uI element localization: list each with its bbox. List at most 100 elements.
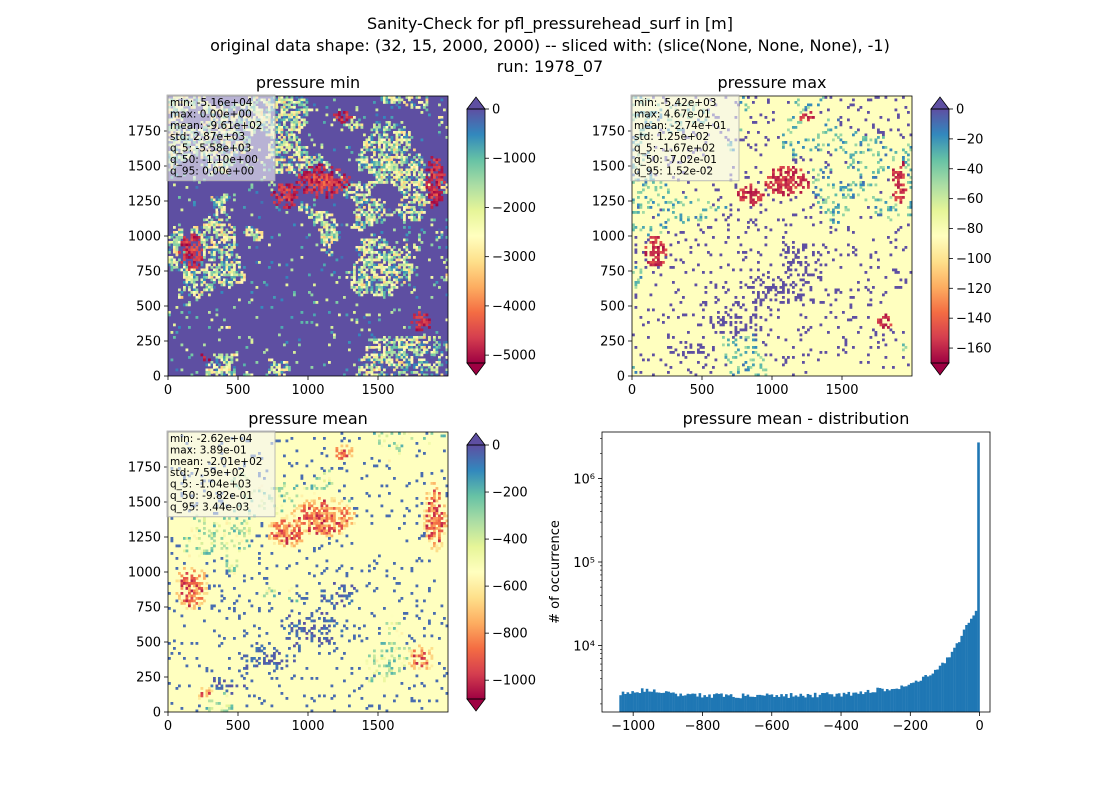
heatmap-cell [360, 126, 364, 129]
heatmap-cell [363, 116, 366, 119]
heatmap-cell [400, 153, 404, 157]
heatmap-cell [789, 168, 793, 172]
heatmap-cell [233, 271, 236, 274]
heatmap-cell [310, 211, 314, 214]
heatmap-cell [400, 251, 404, 254]
heatmap-cell [218, 276, 221, 279]
heatmap-cell [674, 198, 678, 202]
heatmap-cell [757, 181, 760, 184]
heatmap-cell [754, 96, 758, 99]
heatmap-cell [213, 258, 216, 262]
heatmap-cell [819, 221, 823, 224]
heatmap-cell [298, 163, 301, 167]
heatmap-cell [784, 141, 788, 144]
heatmap-cell [659, 263, 663, 267]
heatmap-cell [375, 361, 379, 364]
heatmap-cell [230, 253, 234, 257]
heatmap-cell [413, 201, 416, 204]
heatmap-cell [195, 226, 199, 229]
heatmap-cell [403, 148, 406, 152]
heatmap-cell [383, 353, 386, 357]
heatmap-cell [403, 183, 406, 187]
heatmap-cell [373, 133, 376, 137]
heatmap-cell [285, 188, 289, 192]
heatmap-cell [378, 213, 381, 217]
heatmap-cell [303, 113, 306, 117]
heatmap-cell [218, 201, 221, 204]
heatmap-cell [794, 186, 798, 189]
heatmap-cell [430, 173, 434, 177]
heatmap-cell [679, 231, 683, 234]
heatmap-cell [383, 156, 386, 159]
heatmap-cell [420, 111, 424, 114]
heatmap-cell [664, 226, 668, 229]
heatmap-cell [398, 203, 401, 207]
heatmap-cell [178, 228, 181, 232]
heatmap-cell [183, 258, 186, 262]
heatmap-cell [400, 211, 404, 214]
heatmap-cell [228, 278, 231, 282]
heatmap-cell [744, 256, 748, 259]
heatmap-cell [288, 168, 291, 172]
heatmap-cell [804, 261, 808, 264]
heatmap-cell [313, 181, 316, 184]
heatmap-cell [358, 213, 361, 217]
heatmap-cell [368, 148, 371, 152]
heatmap-cell [405, 243, 409, 247]
heatmap-cell [248, 226, 251, 229]
heatmap-cell [410, 96, 414, 99]
heatmap-cell [408, 338, 411, 342]
heatmap-cell [360, 168, 364, 172]
heatmap-cell [403, 276, 406, 279]
heatmap-cell [852, 161, 855, 164]
heatmap-cell [210, 223, 214, 227]
heatmap-cell [183, 273, 186, 277]
heatmap-cell [408, 193, 411, 197]
heatmap-cell [403, 238, 406, 242]
heatmap-cell [729, 203, 733, 207]
heatmap-cell [418, 106, 421, 109]
heatmap-cell [345, 313, 349, 317]
heatmap-cell [228, 283, 231, 287]
heatmap-cell [190, 253, 194, 257]
heatmap-cell [847, 188, 850, 192]
heatmap-cell [842, 141, 845, 144]
heatmap-cell [425, 341, 429, 344]
heatmap-cell [323, 178, 326, 182]
heatmap-cell [328, 181, 331, 184]
heatmap-cell [777, 188, 780, 192]
heatmap-cell [812, 243, 815, 247]
heatmap-cell [445, 126, 449, 129]
heatmap-cell [225, 213, 229, 217]
heatmap-cell [408, 153, 411, 157]
heatmap-cell [864, 138, 868, 142]
heatmap-cell [418, 171, 421, 174]
heatmap-cell [318, 168, 321, 172]
heatmap-cell [649, 261, 653, 264]
heatmap-cell [370, 188, 374, 192]
heatmap-cell [340, 223, 344, 227]
heatmap-cell [792, 213, 795, 217]
heatmap-cell [193, 286, 196, 289]
heatmap-cell [285, 103, 289, 107]
heatmap-cell [418, 363, 421, 367]
heatmap-cell [298, 123, 301, 127]
heatmap-cell [353, 268, 356, 272]
heatmap-cell [313, 156, 316, 159]
heatmap-cell [882, 133, 885, 137]
heatmap-cell [300, 203, 304, 207]
heatmap-cell [333, 183, 336, 187]
heatmap-cell [283, 111, 286, 114]
heatmap-cell [403, 178, 406, 182]
y-tick-label: 1250 [128, 195, 161, 210]
heatmap-cell [173, 243, 176, 247]
heatmap-cell [799, 261, 803, 264]
heatmap-cell [647, 206, 650, 209]
heatmap-cell [285, 183, 289, 187]
heatmap-cell [405, 363, 409, 367]
heatmap-cell [198, 233, 201, 237]
heatmap-cell [288, 166, 291, 169]
heatmap-cell [373, 218, 376, 222]
heatmap-cell [368, 281, 371, 284]
heatmap-cell [338, 231, 341, 234]
